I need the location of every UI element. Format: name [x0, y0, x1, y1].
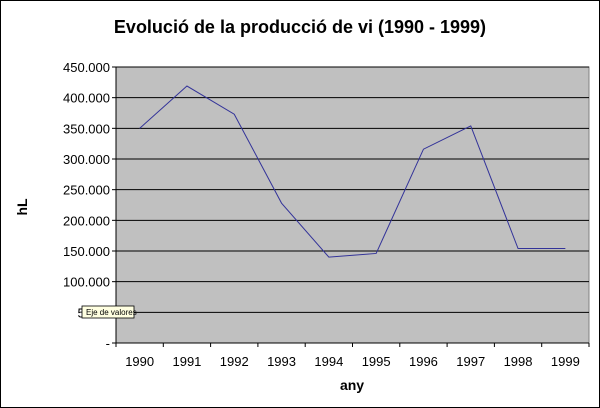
tooltip-text: Eje de valores	[86, 308, 137, 317]
x-tick-label: 1999	[551, 354, 580, 369]
y-axis-label: hL	[14, 198, 30, 216]
x-tick-label: 1997	[456, 354, 485, 369]
series-line	[139, 85, 566, 258]
y-tick-label: 100.000	[63, 275, 110, 290]
plot-area[interactable]	[115, 66, 590, 344]
y-tick-label: 450.000	[63, 60, 110, 75]
y-tick-label: -	[106, 336, 110, 351]
x-axis-ticks: 1990 1991 1992 1993 1994 1995 1996 1997 1998 1999	[115, 343, 590, 369]
chart-title: Evolució de la producció de vi (1990 - 1…	[114, 17, 486, 37]
y-tick-label: 350.000	[63, 121, 110, 136]
y-tick-label: 300.000	[63, 152, 110, 167]
axis-tooltip: Eje de valores	[81, 305, 137, 319]
y-tick-label: 400.000	[63, 91, 110, 106]
x-tick-label: 1990	[125, 354, 154, 369]
x-tick-label: 1994	[314, 354, 343, 369]
y-tick-label: 250.000	[63, 183, 110, 198]
x-tick-label: 1996	[409, 354, 438, 369]
x-tick-label: 1992	[220, 354, 249, 369]
x-tick-label: 1995	[362, 354, 391, 369]
y-tick-label: 150.000	[63, 244, 110, 259]
x-tick-label: 1998	[504, 354, 533, 369]
y-tick-label: 200.000	[63, 213, 110, 228]
x-tick-label: 1991	[172, 354, 201, 369]
gridlines	[116, 66, 589, 313]
x-axis-label: any	[340, 377, 364, 393]
x-tick-label: 1993	[267, 354, 296, 369]
